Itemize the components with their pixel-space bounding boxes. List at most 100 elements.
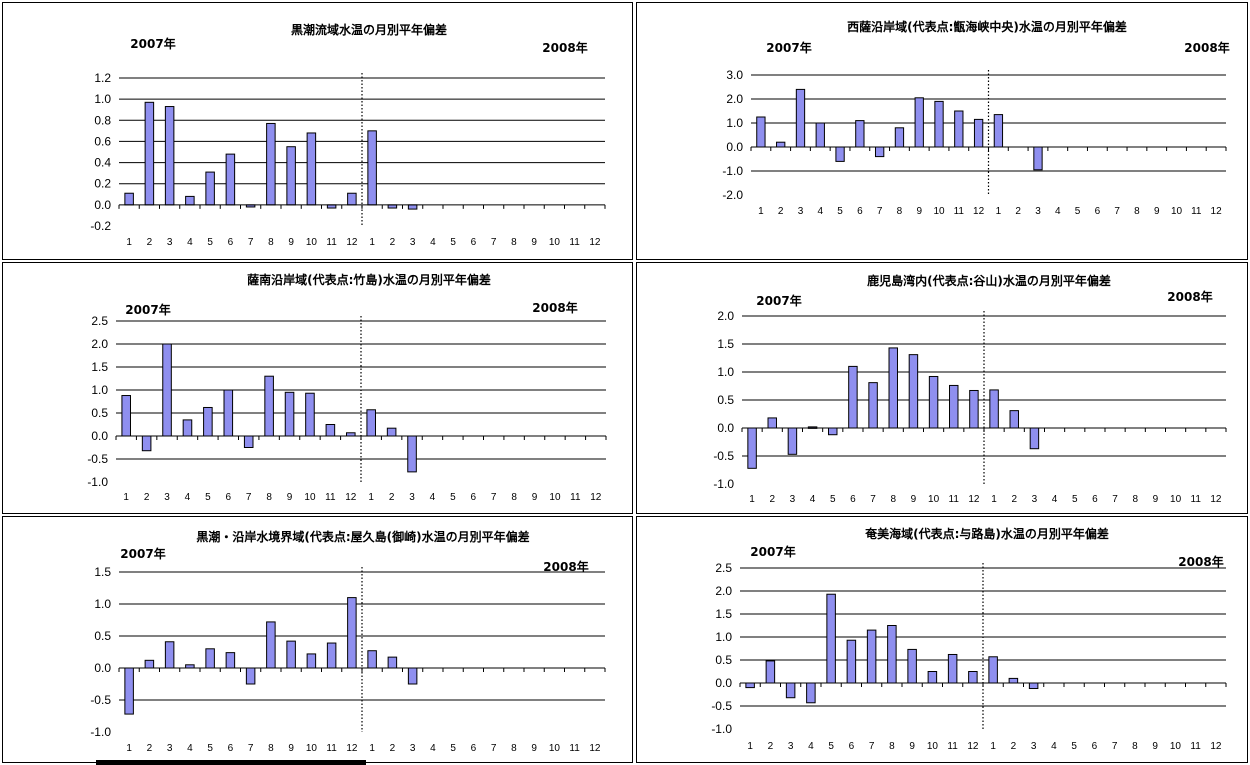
x-tick-label: 7 [1112, 741, 1118, 752]
y-tick-label: 0.0 [94, 198, 111, 212]
x-tick-label: 12 [967, 741, 979, 752]
x-tick-label: 11 [569, 237, 580, 248]
x-tick-label: 5 [828, 741, 834, 752]
year-label-right: 2008年 [1178, 554, 1223, 569]
bar [284, 391, 295, 437]
y-tick-label: 2.0 [715, 584, 732, 598]
chart-title: 黒潮・沿岸水境界域(代表点:屋久島(御崎)水温の月別平年偏差 [196, 529, 529, 544]
x-tick-label: 4 [187, 743, 193, 754]
chart-panel-yakushima: 黒潮・沿岸水境界域(代表点:屋久島(御崎)水温の月別平年偏差 2007年 2008年… [2, 516, 633, 763]
x-tick-label: 12 [973, 206, 985, 217]
x-tick-label: 8 [511, 743, 517, 754]
x-tick-label: 7 [491, 743, 497, 754]
chart-panel-sanan: 薩南沿岸域(代表点:竹島)水温の月別平年偏差 2007年 2008年 2.5 2.0 1.… [2, 262, 633, 514]
y-tick-label: 0.6 [94, 134, 111, 148]
chart-svg: 鹿児島湾内(代表点:谷山)水温の月別平年偏差 2007年 2008年 2.0 1.5 1.… [713, 273, 1227, 505]
bar [266, 122, 276, 206]
y-tick-label: 0.5 [715, 653, 732, 667]
x-tick-label: 4 [810, 494, 816, 505]
y-tick-label: 1.0 [94, 597, 111, 611]
x-tick-label: 11 [326, 237, 337, 248]
x-tick-label: 1 [991, 494, 997, 505]
bar [785, 682, 796, 699]
y-tick-label: -0.5 [90, 693, 111, 707]
y-tick-label: 1.0 [726, 116, 743, 130]
x-tick-label: 1 [369, 743, 375, 754]
x-tick-label: 10 [306, 237, 318, 248]
y-tick-label: -0.5 [87, 452, 108, 466]
x-tick-label: 12 [345, 492, 357, 503]
bar [826, 593, 836, 684]
chart-title: 鹿児島湾内(代表点:谷山)水温の月別平年偏差 [867, 273, 1111, 288]
bar [387, 656, 398, 669]
y-tick-label: -1.0 [90, 725, 111, 739]
x-tick-label: 1 [126, 237, 132, 248]
y-tick-label: -1.0 [713, 477, 734, 491]
x-tick-label: 6 [226, 492, 232, 503]
bar [894, 127, 905, 148]
x-tick-label: 6 [1092, 741, 1098, 752]
y-tick-label: -0.5 [713, 449, 734, 463]
bar [347, 192, 357, 206]
x-tick-label: 10 [1170, 494, 1182, 505]
x-tick-label: 8 [889, 741, 895, 752]
x-tick-label: 9 [532, 492, 538, 503]
y-tick-label: 0.0 [91, 429, 108, 443]
x-tick-label: 8 [1132, 494, 1138, 505]
x-tick-label: 5 [1075, 206, 1081, 217]
y-tick-label: 2.5 [91, 314, 108, 328]
x-tick-label: 11 [949, 494, 960, 505]
bar [806, 682, 816, 704]
x-tick-label: 11 [1191, 206, 1202, 217]
bar [264, 375, 274, 437]
x-tick-label: 4 [430, 743, 436, 754]
x-tick-label: 2 [778, 206, 784, 217]
x-tick-label: 7 [877, 206, 883, 217]
x-tick-label: 9 [1152, 741, 1158, 752]
bar [846, 639, 857, 684]
chart-title: 奄美海域(代表点:与路島)水温の月別平年偏差 [864, 526, 1109, 541]
x-tick-label: 11 [1191, 494, 1202, 505]
x-tick-label: 5 [450, 237, 456, 248]
y-tick-label: -0.2 [90, 219, 111, 233]
x-tick-label: 2 [769, 494, 775, 505]
x-tick-label: 7 [1112, 494, 1118, 505]
y-tick-label: 1.5 [94, 565, 111, 579]
x-tick-label: 12 [346, 237, 358, 248]
year-label-left: 2007年 [756, 293, 801, 308]
y-tick-label: -1.0 [711, 722, 732, 736]
bar [927, 671, 938, 684]
x-tick-label: 12 [1211, 206, 1223, 217]
x-tick-label: 1 [123, 492, 129, 503]
x-tick-label: 8 [890, 494, 896, 505]
x-tick-label: 11 [947, 741, 958, 752]
x-tick-label: 4 [430, 237, 436, 248]
x-tick-label: 9 [288, 743, 294, 754]
x-tick-label: 3 [788, 741, 794, 752]
bar [407, 204, 418, 210]
bar [968, 671, 978, 684]
bar [989, 389, 999, 429]
bar [306, 132, 317, 206]
x-tick-label: 8 [266, 492, 272, 503]
y-tick-label: -1.0 [87, 475, 108, 489]
x-tick-label: 2 [768, 741, 774, 752]
chart-panel-kuroshio: 黒潮流域水温の月別平年偏差 2007年 2008年 1.2 1.0 0.8 0.6 0.4 0.… [2, 2, 633, 260]
bar [243, 435, 254, 448]
bar [386, 427, 397, 437]
bar [848, 365, 858, 429]
x-tick-label: 3 [164, 492, 170, 503]
bar [914, 97, 924, 148]
x-tick-label: 9 [288, 237, 294, 248]
x-tick-label: 3 [167, 237, 173, 248]
y-tick-label: 0.5 [94, 629, 111, 643]
y-tick-label: 1.5 [715, 607, 732, 621]
bar [866, 629, 877, 684]
bar [305, 392, 315, 437]
y-tick-label: 0.0 [717, 421, 734, 435]
x-tick-label: 5 [1072, 494, 1078, 505]
x-tick-label: 4 [430, 492, 436, 503]
bar [745, 682, 755, 689]
x-tick-label: 9 [287, 492, 293, 503]
x-tick-label: 12 [1210, 494, 1222, 505]
